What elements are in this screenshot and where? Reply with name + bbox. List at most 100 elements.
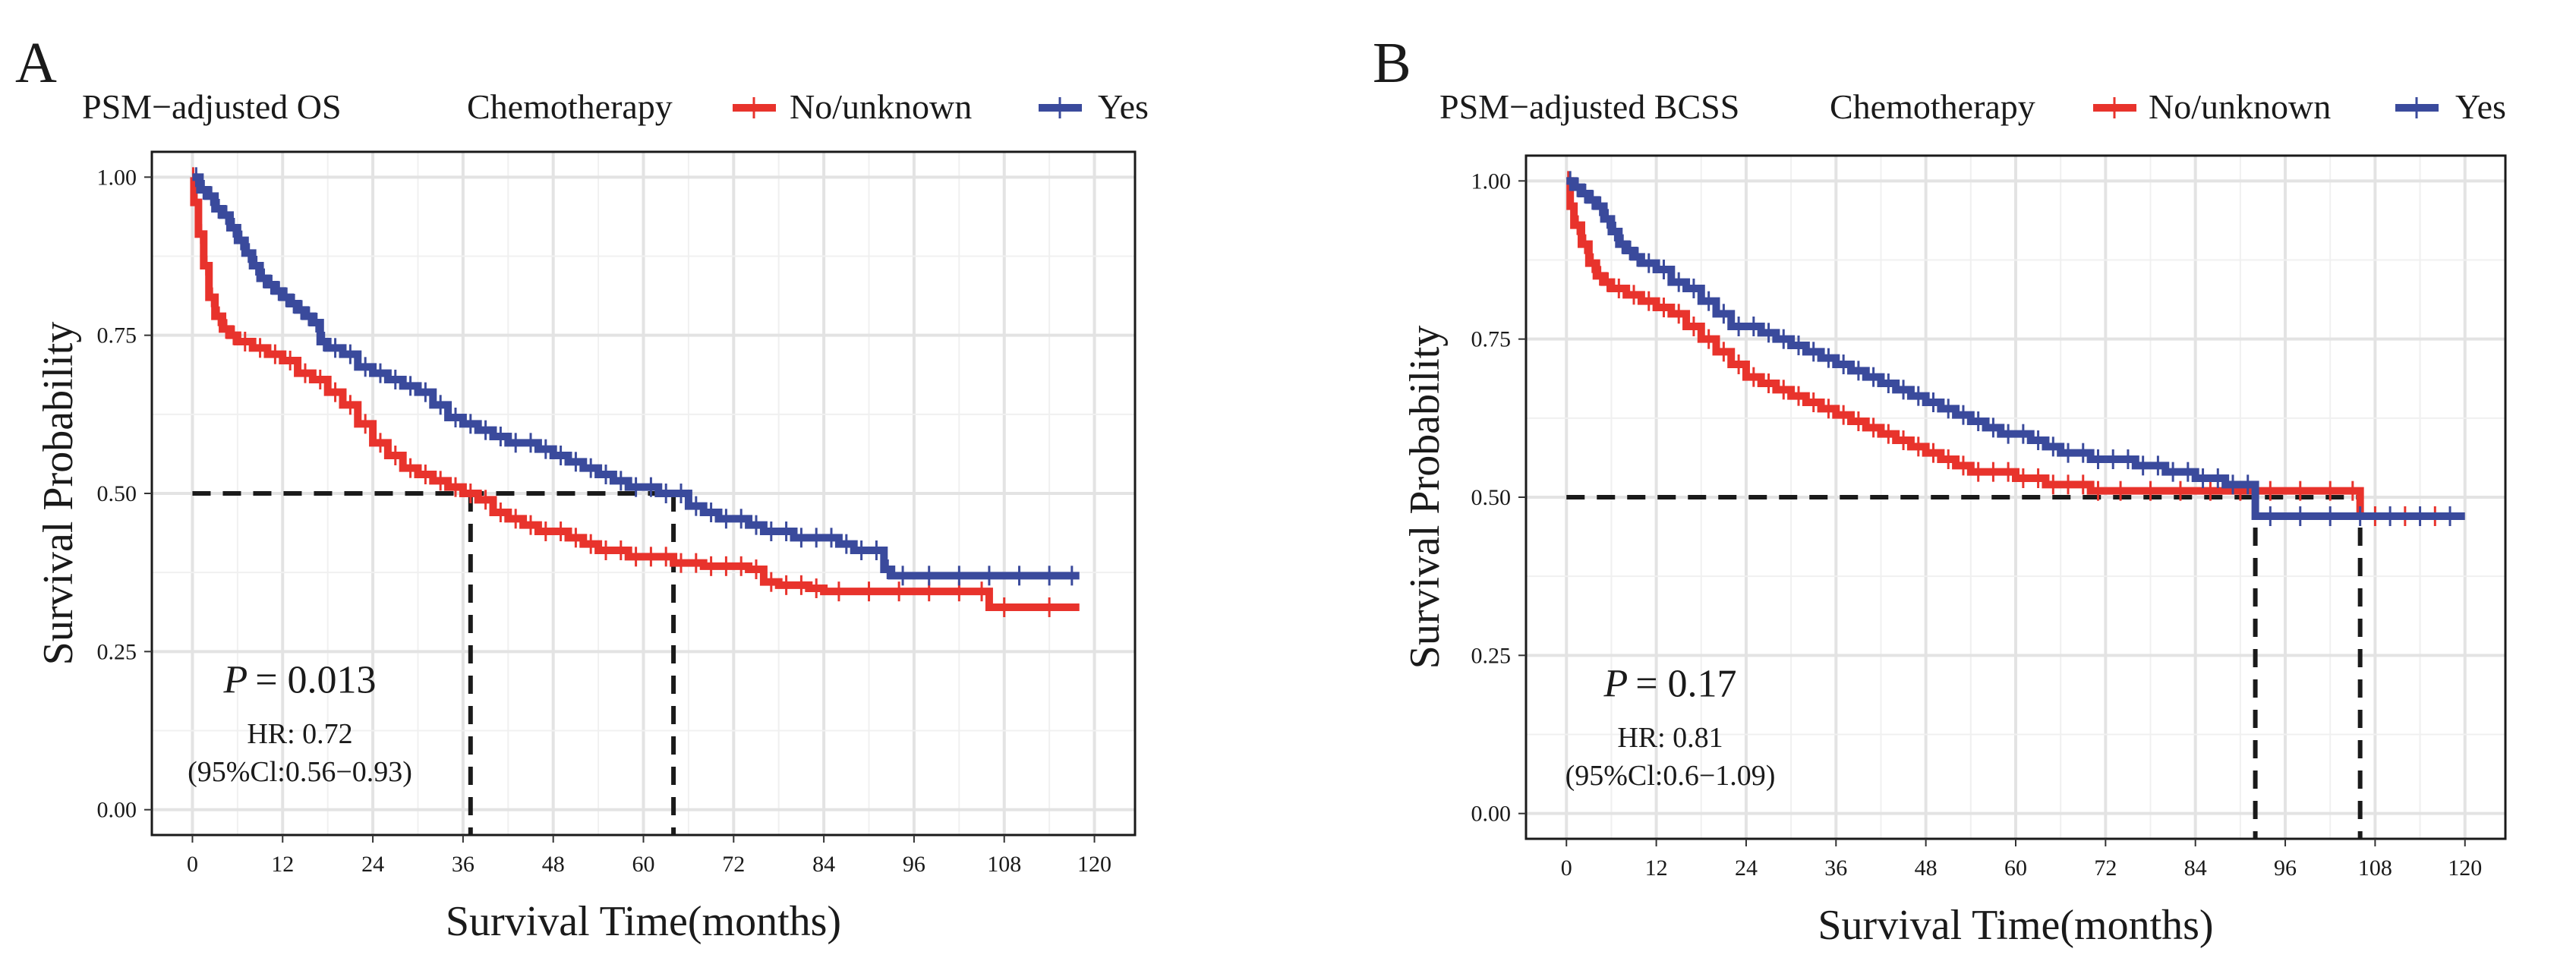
- x-tick: 48: [542, 835, 565, 877]
- y-tick: 0.25: [1471, 643, 1526, 668]
- survival-curve-no-unknown: [190, 167, 1080, 617]
- hr-label: HR: 0.72: [247, 718, 352, 750]
- x-tick-label: 108: [2358, 856, 2392, 881]
- x-axis-title: Survival Time(months): [1818, 902, 2213, 949]
- censor-marks-yes: [1569, 171, 2451, 526]
- p-value: = 0.013: [255, 659, 376, 702]
- x-tick: 96: [2274, 839, 2297, 881]
- survival-curve-yes: [192, 167, 1080, 586]
- p-value: = 0.17: [1635, 663, 1736, 706]
- x-tick-label: 60: [632, 852, 655, 877]
- censor-marks-no-unknown: [191, 167, 1051, 617]
- chart-title: PSM−adjusted BCSS: [1439, 87, 1739, 126]
- censor-marks-yes: [194, 167, 1074, 586]
- y-tick: 1.00: [1471, 169, 1526, 194]
- legend-label-no-unknown: No/unknown: [790, 87, 972, 126]
- x-tick: 48: [1915, 839, 1938, 881]
- x-tick-label: 96: [2274, 856, 2297, 881]
- x-tick: 120: [1077, 835, 1111, 877]
- y-tick-label: 0.00: [97, 798, 137, 823]
- x-tick: 0: [1561, 839, 1572, 881]
- x-tick: 24: [1735, 839, 1758, 881]
- x-axis-title: Survival Time(months): [446, 898, 841, 945]
- median-lines: [1566, 495, 2363, 839]
- panel-a: A PSM−adjusted OS Chemotherapy No/unknow…: [15, 31, 1149, 945]
- series-line-no-unknown: [190, 173, 1080, 611]
- survival-curve-no-unknown: [1566, 171, 2451, 526]
- x-tick-label: 36: [452, 852, 475, 877]
- p-symbol: P: [222, 659, 248, 702]
- x-tick-label: 96: [903, 852, 925, 877]
- p-value-label: P = 0.17: [1603, 663, 1736, 706]
- y-tick: 0.50: [97, 481, 152, 506]
- legend-label-yes: Yes: [2455, 87, 2506, 126]
- chart-title: PSM−adjusted OS: [82, 87, 342, 126]
- x-tick: 12: [271, 835, 294, 877]
- panel-letter: B: [1373, 31, 1411, 95]
- y-tick: 0.50: [1471, 485, 1526, 510]
- y-tick-label: 0.50: [97, 481, 137, 506]
- x-tick: 108: [987, 835, 1021, 877]
- x-tick-label: 108: [987, 852, 1021, 877]
- x-tick: 96: [903, 835, 925, 877]
- y-tick-label: 0.75: [97, 323, 137, 348]
- x-tick: 24: [361, 835, 384, 877]
- x-tick-label: 84: [812, 852, 835, 877]
- x-tick-label: 84: [2184, 856, 2207, 881]
- x-tick-label: 24: [361, 852, 384, 877]
- legend-item-yes[interactable]: Yes: [1039, 87, 1149, 126]
- y-tick: 0.25: [97, 639, 152, 664]
- legend-item-yes[interactable]: Yes: [2395, 87, 2506, 126]
- x-tick: 36: [1824, 839, 1847, 881]
- legend-label-no-unknown: No/unknown: [2149, 87, 2331, 126]
- x-tick: 60: [2004, 839, 2027, 881]
- y-tick-label: 1.00: [1471, 169, 1512, 194]
- y-tick: 0.75: [1471, 327, 1526, 352]
- x-tick: 12: [1645, 839, 1668, 881]
- p-value-label: P = 0.013: [222, 659, 376, 702]
- panel-b: B PSM−adjusted BCSS Chemotherapy No/unkn…: [1373, 31, 2507, 949]
- stats-annotation: P = 0.17 HR: 0.81 (95%Cl:0.6−1.09): [1565, 663, 1776, 793]
- series-line-yes: [1566, 177, 2465, 520]
- x-tick: 60: [632, 835, 655, 877]
- hr-label: HR: 0.81: [1617, 722, 1723, 754]
- x-tick: 72: [722, 835, 745, 877]
- x-tick-label: 48: [542, 852, 565, 877]
- x-tick: 84: [2184, 839, 2207, 881]
- ci-label: (95%Cl:0.6−1.09): [1565, 760, 1776, 792]
- y-axis-title: Survival Probability: [1402, 326, 1449, 670]
- panel-letter: A: [15, 31, 57, 95]
- x-tick-label: 36: [1824, 856, 1847, 881]
- censor-marks-no-unknown: [1567, 171, 2436, 526]
- y-tick: 0.00: [97, 798, 152, 823]
- survival-curve-yes: [1566, 171, 2465, 526]
- x-tick-label: 72: [722, 852, 745, 877]
- x-tick: 36: [452, 835, 475, 877]
- y-tick-label: 1.00: [97, 165, 137, 190]
- y-axis: 0.00 0.25 0.50 0.75 1.00: [1471, 169, 1526, 827]
- x-tick-label: 12: [271, 852, 294, 877]
- x-tick-label: 12: [1645, 856, 1668, 881]
- x-axis: 0 12 24 36 48 60 72 84 96 108 120: [1561, 839, 2482, 881]
- y-tick-label: 0.50: [1471, 485, 1512, 510]
- median-lines: [192, 491, 676, 835]
- x-tick: 120: [2448, 839, 2482, 881]
- x-tick-label: 120: [1077, 852, 1111, 877]
- legend-title: Chemotherapy: [467, 87, 673, 126]
- y-tick: 0.75: [97, 323, 152, 348]
- y-tick-label: 0.25: [1471, 643, 1512, 668]
- y-tick-label: 0.75: [1471, 327, 1512, 352]
- x-tick-label: 24: [1735, 856, 1758, 881]
- legend-title: Chemotherapy: [1830, 87, 2035, 126]
- x-tick-label: 48: [1915, 856, 1938, 881]
- x-tick-label: 0: [1561, 856, 1572, 881]
- x-tick: 108: [2358, 839, 2392, 881]
- y-axis: 0.00 0.25 0.50 0.75 1.00: [97, 165, 152, 823]
- x-axis: 0 12 24 36 48 60 72 84 96 108 120: [187, 835, 1111, 877]
- x-tick-label: 120: [2448, 856, 2482, 881]
- legend-item-no-unknown[interactable]: No/unknown: [2093, 87, 2331, 126]
- x-tick-label: 0: [187, 852, 198, 877]
- legend-item-no-unknown[interactable]: No/unknown: [733, 87, 972, 126]
- y-tick-label: 0.00: [1471, 802, 1512, 827]
